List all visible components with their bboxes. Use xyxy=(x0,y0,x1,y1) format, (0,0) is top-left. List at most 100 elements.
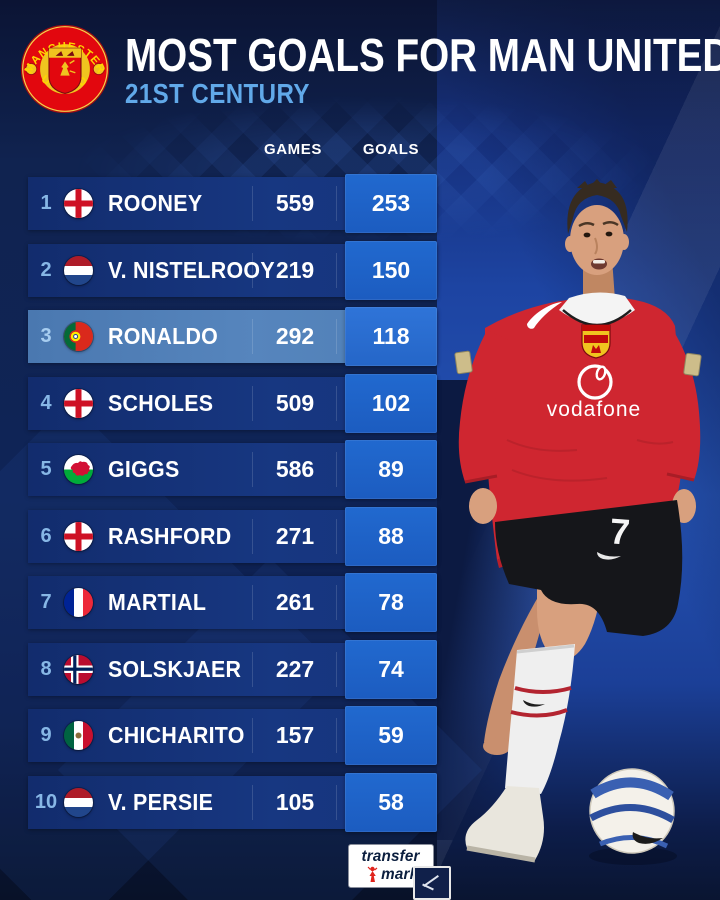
rank-label: 5 xyxy=(40,458,52,480)
player-boot xyxy=(465,786,544,860)
jersey-sponsor-text: vodafone xyxy=(547,398,641,421)
player-jersey xyxy=(485,298,684,560)
page-title: MOST GOALS FOR MAN UNITED xyxy=(125,29,720,81)
column-divider xyxy=(252,186,253,221)
table-row-scholes: 4 SCHOLES 509 102 xyxy=(28,373,437,433)
column-divider xyxy=(252,784,253,820)
column-divider xyxy=(336,452,337,487)
rank-label: 3 xyxy=(40,325,52,347)
shorts-swoosh-icon xyxy=(597,552,621,560)
column-divider xyxy=(252,385,253,421)
player-name: GIGGS xyxy=(108,456,180,482)
column-divider xyxy=(252,518,253,554)
column-divider xyxy=(252,319,253,354)
jersey-swoosh-icon xyxy=(527,302,562,329)
table-row-chicharito: 9 CHICHARITO 157 59 xyxy=(28,706,437,765)
rank-label: 2 xyxy=(40,258,52,281)
games-value: 227 xyxy=(275,655,315,682)
column-header-goals: GOALS xyxy=(362,141,420,158)
games-value: 559 xyxy=(275,190,315,216)
player-sock xyxy=(505,644,575,794)
table-row-martial: 7 MARTIAL 261 78 xyxy=(28,573,437,632)
vodafone-icon xyxy=(577,364,613,400)
games-value: 509 xyxy=(275,389,315,416)
france-flag-icon xyxy=(64,588,93,617)
rank-label: 6 xyxy=(40,524,52,547)
column-divider xyxy=(336,385,337,421)
table-row-solskjaer: 8 SOLSKJAER 227 74 xyxy=(28,639,437,699)
jersey-collar xyxy=(559,292,635,324)
goals-value-box: 58 xyxy=(345,772,437,832)
column-divider xyxy=(252,718,253,753)
rank-label: 8 xyxy=(40,657,52,680)
ball-swoosh-icon xyxy=(632,832,663,844)
games-value: 586 xyxy=(275,456,315,482)
table-row-rashford: 6 RASHFORD 271 88 xyxy=(28,506,437,566)
column-divider xyxy=(252,452,253,487)
jersey-crest-icon xyxy=(581,324,611,359)
column-divider xyxy=(336,718,337,753)
netherlands-flag-icon xyxy=(64,787,93,817)
player-name: MARTIAL xyxy=(108,589,207,615)
sock-swoosh-icon xyxy=(523,700,545,707)
wales-flag-icon xyxy=(64,455,93,484)
rank-label: 4 xyxy=(40,391,52,414)
page-subtitle: 21ST CENTURY xyxy=(125,78,310,109)
column-divider xyxy=(336,518,337,554)
column-divider xyxy=(336,252,337,288)
column-divider xyxy=(252,252,253,288)
goals-value-box: 253 xyxy=(345,174,437,233)
rank-label: 1 xyxy=(40,192,52,214)
brand-line1: transfer xyxy=(361,848,421,865)
player-name: V. NISTELROOY xyxy=(108,256,275,283)
goals-value-box: 89 xyxy=(345,440,437,499)
player-name: SOLSKJAER xyxy=(108,655,242,682)
leaderboard-table: 1 ROONEY 559 253 2 V. NISTELROOY 219 150… xyxy=(28,174,437,842)
column-divider xyxy=(336,784,337,820)
goals-value-box: 59 xyxy=(345,706,437,765)
transfermarkt-devil-icon xyxy=(367,866,378,882)
sleeve-badge-icon xyxy=(454,350,473,375)
rank-label: 10 xyxy=(34,790,58,813)
rank-label: 7 xyxy=(40,591,52,613)
games-value: 261 xyxy=(275,589,315,615)
games-value: 271 xyxy=(275,522,315,549)
games-value: 157 xyxy=(275,722,315,748)
goals-value-box: 102 xyxy=(345,373,437,433)
column-divider xyxy=(336,186,337,221)
norway-flag-icon xyxy=(64,654,93,684)
table-row-giggs: 5 GIGGS 586 89 xyxy=(28,440,437,499)
goals-value-box: 78 xyxy=(345,573,437,632)
rank-label: 9 xyxy=(40,724,52,746)
column-divider xyxy=(336,585,337,620)
goals-value-box: 118 xyxy=(345,307,437,366)
manchester-united-crest: MANCHESTER UNITED xyxy=(20,24,110,114)
player-hair xyxy=(567,182,628,234)
england-flag-icon xyxy=(64,521,93,551)
player-name: V. PERSIE xyxy=(108,788,214,815)
table-row-ronaldo: 3 RONALDO 292 118 xyxy=(28,307,437,366)
shorts-number: 7 xyxy=(608,510,631,552)
goals-value-box: 74 xyxy=(345,639,437,699)
table-row-v-persie: 10 V. PERSIE 105 58 xyxy=(28,772,437,832)
column-divider xyxy=(252,651,253,687)
goals-value-box: 150 xyxy=(345,240,437,300)
england-flag-icon xyxy=(64,388,93,418)
games-value: 105 xyxy=(275,788,315,815)
player-name: RONALDO xyxy=(108,323,219,349)
england-flag-icon xyxy=(64,189,93,218)
player-name: ROONEY xyxy=(108,190,203,216)
player-name: SCHOLES xyxy=(108,389,214,416)
player-right-arm xyxy=(661,330,701,480)
ronaldo-photo: vodafone 7 xyxy=(454,179,702,865)
column-divider xyxy=(336,651,337,687)
player-name: RASHFORD xyxy=(108,522,232,549)
games-value: 219 xyxy=(275,256,315,283)
netherlands-flag-icon xyxy=(64,255,93,285)
mexico-flag-icon xyxy=(64,721,93,750)
photo-credit-badge xyxy=(413,866,451,900)
games-value: 292 xyxy=(275,323,315,349)
sleeve-badge-icon xyxy=(683,352,702,377)
table-row-v-nistelrooy: 2 V. NISTELROOY 219 150 xyxy=(28,240,437,300)
